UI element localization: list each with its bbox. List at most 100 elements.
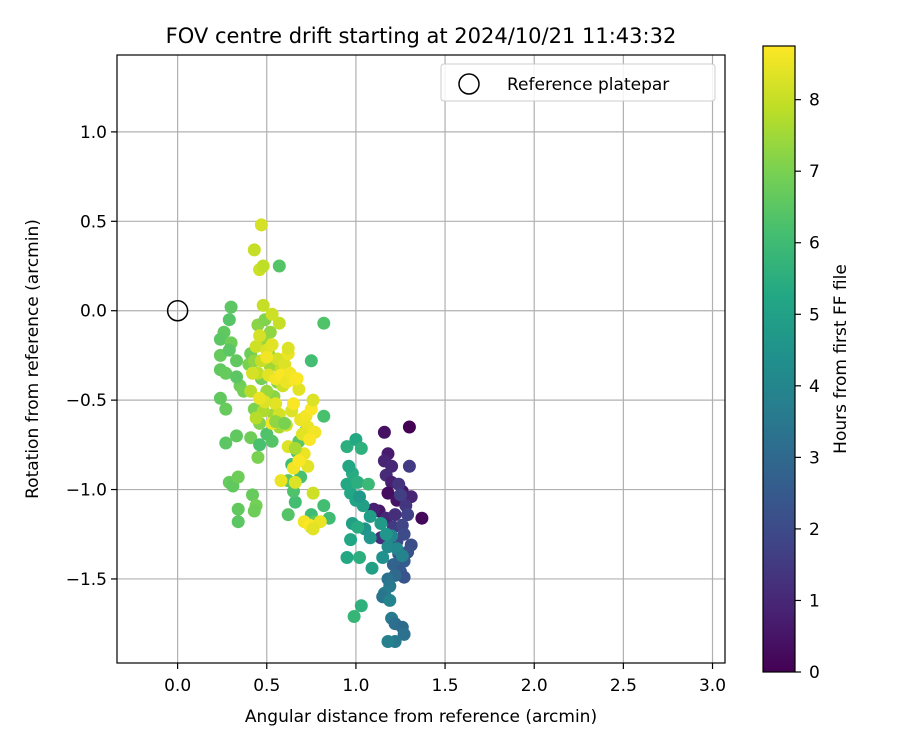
- data-point: [222, 313, 236, 327]
- data-point: [272, 259, 286, 273]
- data-point: [351, 475, 365, 489]
- data-point: [260, 350, 274, 364]
- data-point: [415, 511, 429, 525]
- x-tick-label: 1.5: [432, 676, 459, 696]
- data-point: [340, 551, 354, 564]
- data-point: [249, 340, 263, 353]
- data-point: [397, 627, 411, 641]
- data-point: [224, 300, 238, 314]
- data-point: [342, 459, 356, 473]
- colorbar-tick-label: 7: [809, 162, 820, 182]
- colorbar-tick-label: 3: [809, 448, 820, 468]
- data-point: [260, 427, 274, 441]
- data-point: [397, 527, 411, 541]
- data-point: [374, 517, 388, 530]
- data-point: [213, 332, 227, 346]
- data-point: [306, 486, 320, 500]
- data-point: [395, 549, 409, 563]
- data-point: [288, 441, 302, 455]
- data-point: [244, 431, 258, 445]
- data-point: [317, 409, 331, 423]
- colorbar-tick-label: 1: [809, 591, 820, 611]
- data-point: [213, 391, 227, 405]
- data-point: [304, 354, 318, 368]
- data-point: [265, 307, 279, 321]
- data-point: [402, 459, 416, 473]
- data-point: [231, 470, 245, 484]
- data-point: [377, 425, 391, 439]
- colorbar-tick-label: 8: [809, 91, 820, 111]
- y-tick-label: 0.5: [80, 212, 107, 232]
- data-point: [290, 372, 304, 386]
- colorbar-tick-label: 2: [809, 520, 820, 540]
- data-point: [246, 488, 259, 502]
- data-point: [365, 561, 379, 575]
- data-point: [340, 477, 354, 491]
- x-tick-label: 0.5: [253, 676, 280, 696]
- data-point: [383, 593, 397, 607]
- data-point: [263, 325, 277, 339]
- data-point: [269, 397, 283, 411]
- colorbar-tick-label: 0: [809, 663, 820, 683]
- data-point: [287, 397, 300, 411]
- colorbar-frame: [762, 45, 796, 673]
- data-point: [292, 382, 306, 396]
- data-point: [231, 515, 245, 529]
- data-point: [354, 599, 368, 613]
- colorbar-ticks: 0 1 2 3 4 5 6 7 8: [795, 91, 820, 683]
- y-tick-label: −0.5: [66, 391, 107, 411]
- data-point: [256, 298, 270, 312]
- data-point: [249, 411, 263, 425]
- data-point: [272, 316, 286, 330]
- data-point: [246, 366, 259, 380]
- data-point: [253, 329, 267, 343]
- colorbar-tick-label: 4: [809, 377, 820, 397]
- legend-entry: Reference platepar: [507, 75, 669, 95]
- x-tick-label: 3.0: [699, 676, 726, 696]
- data-point: [265, 338, 279, 352]
- data-point: [394, 488, 407, 502]
- x-axis-label: Angular distance from reference (arcmin): [245, 707, 597, 727]
- x-tick-label: 2.0: [521, 676, 548, 696]
- x-axis-ticks: 0.0 0.5 1.0 1.5 2.0 2.5 3.0: [164, 663, 726, 696]
- data-points: [213, 218, 429, 648]
- data-point: [351, 520, 365, 534]
- data-point: [376, 551, 390, 564]
- data-point: [219, 436, 233, 450]
- data-point: [340, 440, 354, 454]
- data-point: [230, 429, 243, 443]
- legend-box: [440, 63, 716, 102]
- data-point: [230, 354, 243, 368]
- x-tick-label: 2.5: [610, 676, 637, 696]
- data-point: [402, 420, 416, 434]
- y-tick-label: −1.5: [66, 570, 107, 590]
- data-point: [347, 610, 361, 623]
- data-point: [253, 391, 267, 405]
- chart-title: FOV centre drift starting at 2024/10/21 …: [166, 24, 677, 48]
- data-point: [306, 522, 320, 536]
- data-point: [247, 243, 261, 257]
- colorbar-label: Hours from first FF file: [831, 264, 851, 454]
- x-tick-label: 0.0: [164, 676, 191, 696]
- data-point: [292, 454, 306, 468]
- data-point: [353, 551, 366, 564]
- data-point: [247, 504, 261, 518]
- data-point: [281, 508, 295, 522]
- y-axis-ticks: −1.5 −1.0 −0.5 0.0 0.5 1.0: [66, 123, 117, 590]
- data-point: [231, 502, 245, 516]
- data-point: [288, 475, 302, 489]
- colorbar-tick-label: 6: [809, 234, 820, 254]
- y-tick-label: 0.0: [80, 302, 107, 322]
- data-point: [274, 474, 288, 488]
- data-point: [251, 450, 265, 464]
- data-point: [230, 370, 243, 384]
- data-point: [303, 433, 317, 446]
- data-point: [388, 508, 402, 522]
- data-point: [278, 416, 292, 430]
- data-point: [401, 508, 415, 522]
- colorbar: 0 1 2 3 4 5 6 7 8 Hours from first FF file: [762, 45, 851, 683]
- legend: Reference platepar: [440, 63, 716, 102]
- y-axis-label: Rotation from reference (arcmin): [23, 219, 43, 499]
- data-point: [281, 341, 295, 355]
